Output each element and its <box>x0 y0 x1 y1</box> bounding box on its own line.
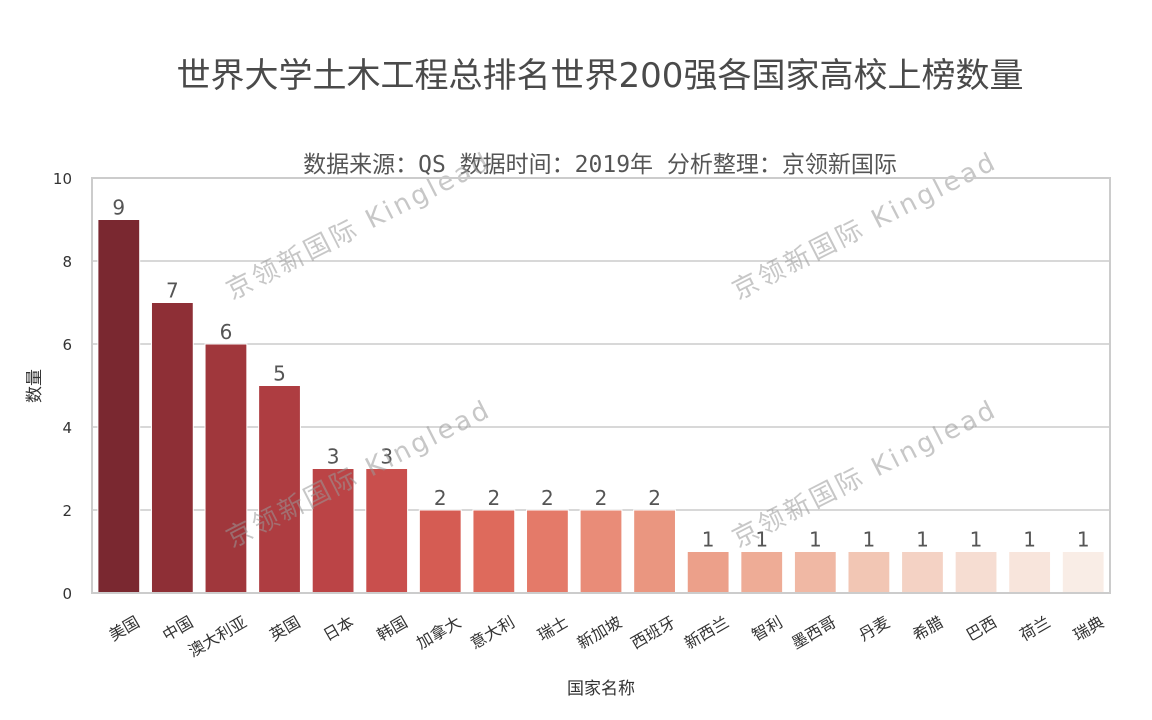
bar <box>740 551 784 594</box>
bar <box>1008 551 1052 594</box>
bar-value-label: 1 <box>1077 528 1090 552</box>
x-tick-label: 瑞士 <box>534 612 571 644</box>
bar <box>686 551 730 594</box>
bar-value-label: 3 <box>327 445 340 469</box>
y-tick-label: 0 <box>62 585 72 603</box>
bar <box>472 509 516 594</box>
bar <box>579 509 623 594</box>
bar-value-label: 7 <box>166 279 179 303</box>
y-tick-label: 10 <box>53 170 72 188</box>
y-tick-label: 2 <box>62 502 72 520</box>
bar-value-label: 1 <box>1023 528 1036 552</box>
x-tick-label: 丹麦 <box>856 612 893 644</box>
x-tick-label: 新西兰 <box>681 612 732 652</box>
x-tick-label: 新加坡 <box>574 612 625 652</box>
bar-value-label: 5 <box>273 362 286 386</box>
x-tick-label: 瑞典 <box>1070 612 1107 644</box>
y-tick-label: 4 <box>62 419 72 437</box>
y-axis-label: 数量 <box>25 369 45 403</box>
x-tick-label: 韩国 <box>373 612 410 644</box>
bar-value-label: 2 <box>487 486 500 510</box>
bar-value-label: 1 <box>755 528 768 552</box>
x-tick-label: 荷兰 <box>1016 612 1053 644</box>
bar <box>901 551 944 594</box>
x-tick-label: 巴西 <box>963 612 1000 644</box>
bar-value-label: 1 <box>702 528 715 552</box>
bar <box>847 551 891 594</box>
bar <box>633 509 676 594</box>
bar-value-label: 1 <box>970 528 983 552</box>
bar-value-label: 1 <box>916 528 929 552</box>
x-tick-label: 英国 <box>266 612 303 644</box>
y-tick-label: 6 <box>62 336 72 354</box>
bar <box>793 551 837 594</box>
chart-subtitle: 数据来源：QS 数据时间：2019年 分析整理：京领新国际 <box>303 152 897 178</box>
bar <box>954 551 998 594</box>
bar <box>418 509 462 594</box>
x-tick-label: 西班牙 <box>627 612 678 652</box>
x-tick-label: 澳大利亚 <box>185 612 250 660</box>
plot-frame <box>91 177 1111 594</box>
bar-value-label: 9 <box>112 196 125 220</box>
bar <box>258 385 301 594</box>
x-tick-label: 墨西哥 <box>788 612 839 652</box>
bar-value-label: 2 <box>434 486 447 510</box>
bar <box>526 509 569 594</box>
x-tick-label: 美国 <box>106 612 143 644</box>
bar-value-label: 1 <box>809 528 822 552</box>
chart-title: 世界大学土木工程总排名世界200强各国家高校上榜数量 <box>176 56 1024 96</box>
x-tick-label: 加拿大 <box>413 612 464 652</box>
x-tick-label: 意大利 <box>467 612 518 652</box>
bar-value-label: 3 <box>380 445 393 469</box>
bar <box>97 219 141 594</box>
bar-value-label: 1 <box>863 528 876 552</box>
x-tick-label: 智利 <box>749 612 786 644</box>
bar <box>1061 551 1105 594</box>
bar-value-label: 2 <box>595 486 608 510</box>
bar <box>150 302 194 594</box>
x-tick-label: 希腊 <box>909 612 946 644</box>
x-tick-label: 日本 <box>320 612 357 644</box>
bar <box>365 468 409 594</box>
x-axis-label: 国家名称 <box>567 679 635 699</box>
bar-value-label: 6 <box>220 320 233 344</box>
bar <box>204 343 248 594</box>
bar-value-label: 2 <box>541 486 554 510</box>
y-tick-label: 8 <box>62 253 72 271</box>
bar-value-label: 2 <box>648 486 661 510</box>
